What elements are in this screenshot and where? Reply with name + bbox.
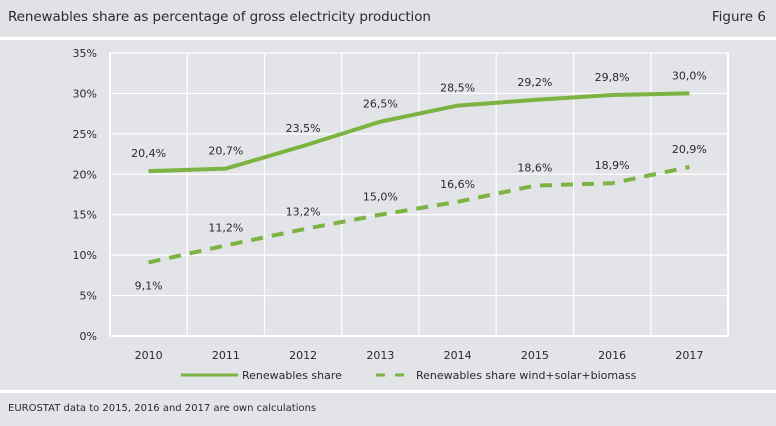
chart-title: Renewables share as percentage of gross …	[8, 9, 431, 25]
x-tick-label: 2012	[289, 349, 317, 362]
y-axis: 0% 5% 10% 15% 20% 25% 30% 35%	[73, 47, 97, 343]
x-tick-label: 2015	[521, 349, 549, 362]
series-line-renewables-share	[148, 91, 690, 174]
y-tick-label: 0%	[80, 330, 97, 343]
y-tick-label: 25%	[73, 128, 97, 141]
data-label: 29,8%	[595, 71, 630, 84]
data-label: 30,0%	[672, 69, 707, 82]
source-note: EUROSTAT data to 2015, 2016 and 2017 are…	[8, 403, 317, 414]
line-chart: 0%5%10%15%20%25%30%35% 2010 2011 2012 2013 2…	[73, 47, 729, 382]
figure-label: Figure 6	[711, 9, 766, 25]
data-label: 9,1%	[135, 279, 163, 292]
data-label: 23,5%	[286, 122, 321, 135]
data-labels: 20,4% 20,7% 23,5% 26,5% 28,5% 29,2% 29,8% 30,0%…	[131, 69, 707, 292]
data-label: 26,5%	[363, 98, 398, 111]
data-label: 13,2%	[286, 205, 321, 218]
data-label: 20,4%	[131, 147, 166, 160]
x-tick-label: 2016	[598, 349, 626, 362]
x-tick-label: 2013	[366, 349, 394, 362]
y-tick-label: 15%	[73, 209, 97, 222]
x-tick-label: 2010	[135, 349, 163, 362]
data-label: 28,5%	[440, 82, 475, 95]
footer-divider	[0, 390, 776, 393]
series-group	[148, 91, 690, 265]
chart-header: Renewables share as percentage of gross …	[0, 0, 776, 36]
data-label: 20,9%	[672, 143, 707, 156]
x-tick-label: 2014	[444, 349, 472, 362]
header-divider	[0, 37, 776, 40]
x-tick-label: 2017	[675, 349, 703, 362]
data-label: 11,2%	[208, 221, 243, 234]
series-line-wind-solar-biomass	[148, 165, 690, 265]
x-axis: 2010 2011 2012 2013 2014 2015 2016 2017	[135, 349, 704, 362]
data-label: 29,2%	[517, 76, 552, 89]
data-label: 18,9%	[595, 159, 630, 172]
legend-label-renewables-share: Renewables share	[242, 369, 342, 382]
y-tick-label: 35%	[73, 47, 97, 60]
legend: Renewables share Renewables share wind+so…	[181, 369, 637, 382]
legend-label-wind-solar-biomass: Renewables share wind+solar+biomass	[416, 369, 637, 382]
x-tick-label: 2011	[212, 349, 240, 362]
grid	[109, 52, 729, 337]
y-tick-label: 10%	[73, 249, 97, 262]
data-label: 18,6%	[517, 162, 552, 175]
data-label: 20,7%	[208, 145, 243, 158]
y-tick-label: 30%	[73, 87, 97, 100]
y-tick-label: 5%	[80, 290, 97, 303]
data-label: 15,0%	[363, 191, 398, 204]
y-tick-label: 20%	[73, 168, 97, 181]
data-label: 16,6%	[440, 178, 475, 191]
